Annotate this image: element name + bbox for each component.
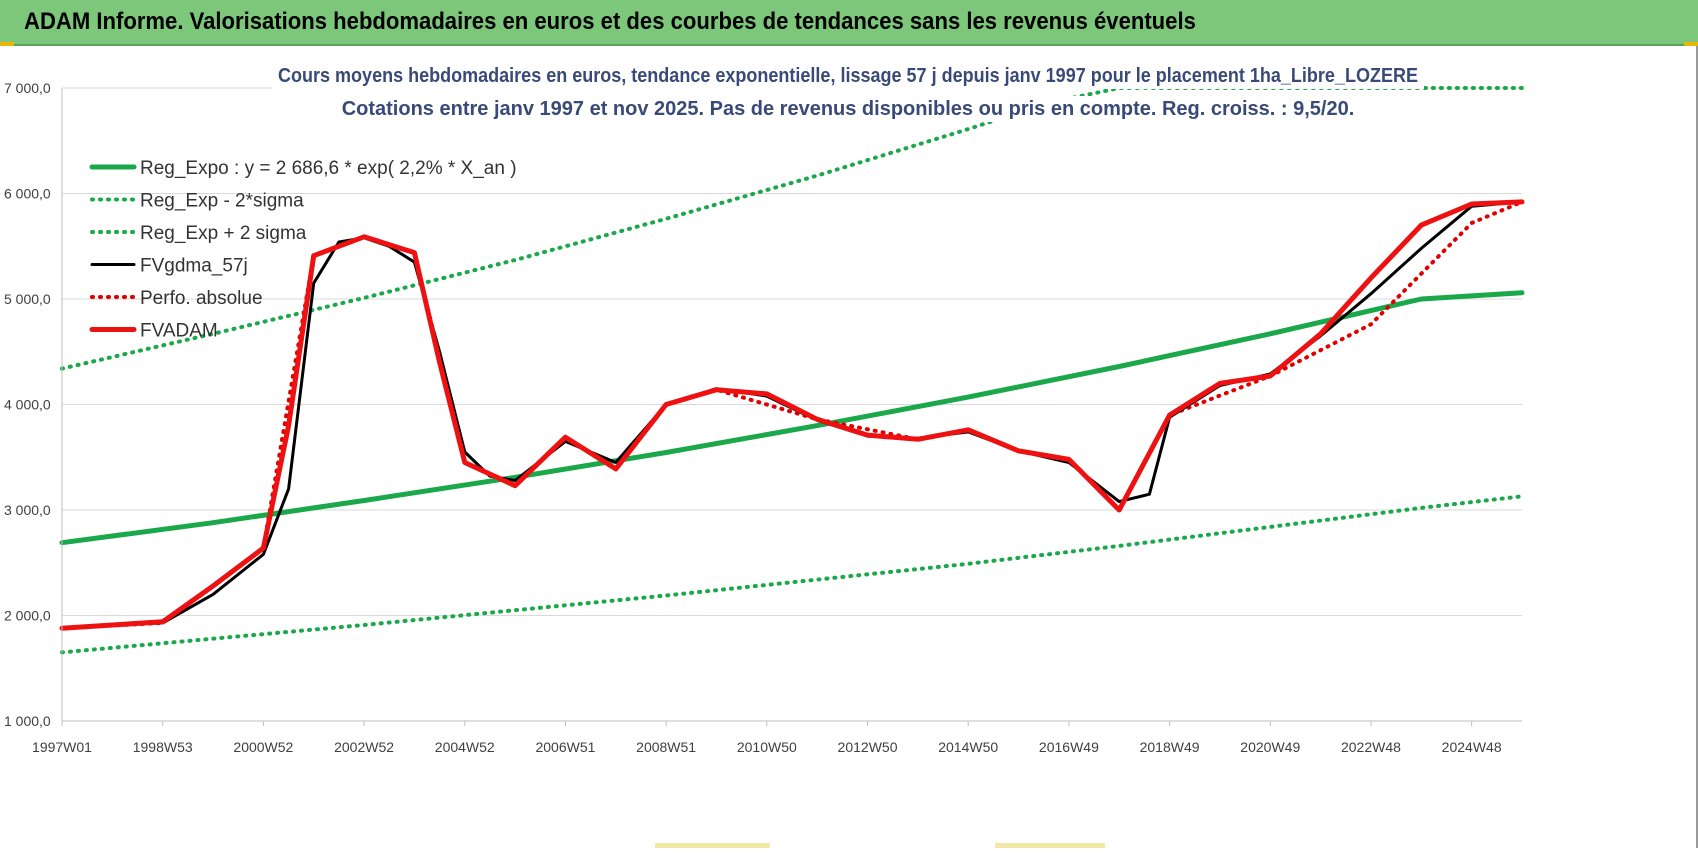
chart-title: Cours moyens hebdomadaires en euros, ten… xyxy=(278,65,1418,87)
series-line-4 xyxy=(60,199,1524,631)
y-tick-label: 3 000,0 xyxy=(4,502,51,518)
legend: Reg_Expo : y = 2 686,6 * exp( 2,2% * X_a… xyxy=(89,158,517,342)
legend-label-2: Reg_Exp + 2 sigma xyxy=(140,223,307,244)
x-tick-label: 2008W51 xyxy=(636,739,696,755)
legend-label-4: Perfo. absolue xyxy=(140,288,263,309)
x-tick-label: 1997W01 xyxy=(32,739,92,755)
page-title: ADAM Informe. Valorisations hebdomadaire… xyxy=(24,8,1196,35)
chart-subtitle: Cotations entre janv 1997 et nov 2025. P… xyxy=(342,98,1355,120)
y-tick-label: 6 000,0 xyxy=(4,186,51,202)
title-bar: ADAM Informe. Valorisations hebdomadaire… xyxy=(0,0,1698,46)
x-tick-label: 2000W52 xyxy=(233,739,293,755)
y-tick-label: 5 000,0 xyxy=(4,291,51,307)
corner-marker-left xyxy=(0,42,14,46)
x-tick-label: 2004W52 xyxy=(435,739,495,755)
x-tick-label: 2024W48 xyxy=(1442,739,1502,755)
y-tick-label: 7 000,0 xyxy=(4,80,51,96)
sheet-tab-marker xyxy=(995,843,1105,848)
legend-label-0: Reg_Expo : y = 2 686,6 * exp( 2,2% * X_a… xyxy=(140,158,517,179)
series-line-5 xyxy=(59,199,1525,631)
chart-title-background xyxy=(272,63,1424,89)
corner-marker-right xyxy=(1684,42,1698,46)
x-tick-label: 2010W50 xyxy=(737,739,797,755)
x-tick-label: 2012W50 xyxy=(838,739,898,755)
y-tick-label: 1 000,0 xyxy=(4,713,51,729)
legend-label-3: FVgdma_57j xyxy=(140,256,248,277)
x-tick-label: 2018W49 xyxy=(1140,739,1200,755)
x-tick-label: 2014W50 xyxy=(938,739,998,755)
x-tick-label: 2020W49 xyxy=(1240,739,1300,755)
chart-subtitle-background xyxy=(335,96,1361,122)
chart-frame: 1 000,0 2 000,0 3 000,0 4 000,0 5 000,0 6 000… xyxy=(0,46,1698,848)
series-line-0 xyxy=(59,290,1525,546)
y-tick-label: 2 000,0 xyxy=(4,608,51,624)
x-tick-label: 2022W48 xyxy=(1341,739,1401,755)
chart-titles: Cours moyens hebdomadaires en euros, ten… xyxy=(272,63,1424,122)
x-tick-label: 2016W49 xyxy=(1039,739,1099,755)
x-tick-label: 2002W52 xyxy=(334,739,394,755)
line-chart: 1 000,0 2 000,0 3 000,0 4 000,0 5 000,0 6 000… xyxy=(4,63,1525,755)
legend-label-5: FVADAM xyxy=(140,321,218,342)
series-line-1 xyxy=(60,494,1524,655)
series-line-3 xyxy=(60,200,1524,630)
axes: 1 000,0 2 000,0 3 000,0 4 000,0 5 000,0 6 000… xyxy=(4,80,1522,755)
y-tick-label: 4 000,0 xyxy=(4,397,51,413)
sheet-tab-marker xyxy=(655,843,770,848)
x-tick-label: 2006W51 xyxy=(535,739,595,755)
x-tick-label: 1998W53 xyxy=(133,739,193,755)
legend-label-1: Reg_Exp - 2*sigma xyxy=(140,191,304,212)
